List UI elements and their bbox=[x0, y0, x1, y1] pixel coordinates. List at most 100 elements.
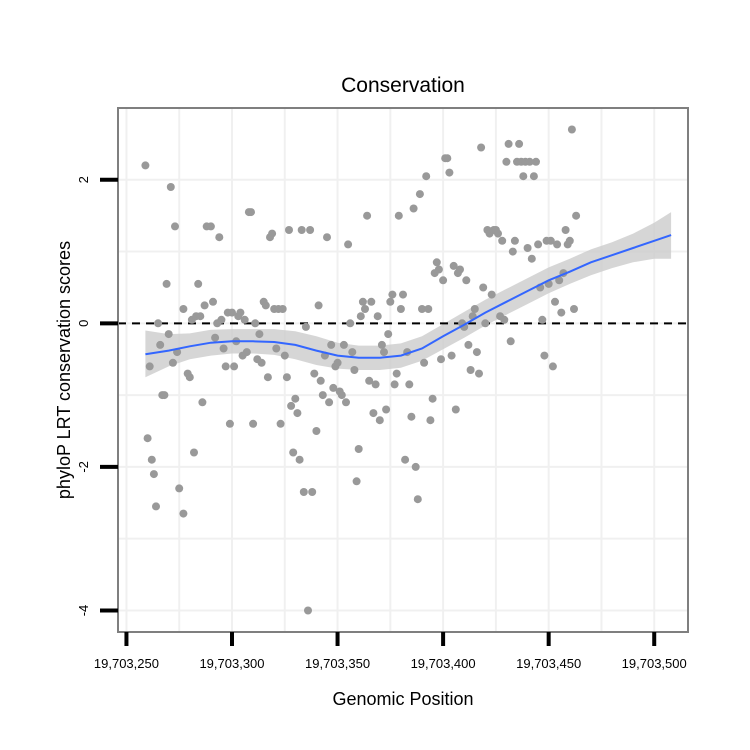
data-point bbox=[361, 305, 369, 313]
data-point bbox=[439, 276, 448, 285]
data-point bbox=[346, 319, 355, 328]
y-tick-label: -2 bbox=[76, 461, 91, 473]
data-point bbox=[519, 172, 528, 181]
data-point bbox=[316, 376, 325, 385]
data-point bbox=[553, 240, 562, 249]
data-point bbox=[527, 254, 536, 263]
data-point bbox=[565, 236, 574, 245]
data-point bbox=[230, 362, 239, 371]
data-point bbox=[466, 366, 475, 374]
data-point bbox=[179, 509, 188, 518]
data-point bbox=[532, 157, 540, 166]
data-point bbox=[209, 297, 217, 306]
data-point bbox=[515, 139, 524, 148]
data-point bbox=[295, 455, 304, 464]
data-point bbox=[291, 394, 300, 403]
data-point bbox=[371, 380, 380, 389]
data-points bbox=[141, 125, 581, 615]
data-point bbox=[472, 348, 481, 357]
data-point bbox=[424, 305, 433, 313]
data-point bbox=[411, 462, 420, 471]
panel-border bbox=[117, 107, 689, 633]
data-point bbox=[447, 351, 456, 360]
data-point bbox=[242, 348, 251, 357]
data-point bbox=[143, 434, 152, 443]
data-point bbox=[523, 244, 532, 252]
confidence-band bbox=[145, 212, 672, 378]
data-point bbox=[358, 297, 367, 306]
y-tick-label: 0 bbox=[76, 320, 91, 327]
data-point bbox=[166, 183, 175, 191]
data-point bbox=[164, 330, 173, 339]
x-axis: 19,703,250 19,703,300 19,703,350 19,703,400… bbox=[94, 632, 687, 671]
data-point bbox=[171, 222, 179, 231]
data-point bbox=[282, 373, 291, 382]
data-point bbox=[481, 319, 490, 328]
data-point bbox=[525, 157, 534, 166]
data-point bbox=[426, 416, 435, 425]
data-point bbox=[502, 157, 511, 166]
data-point bbox=[534, 240, 543, 249]
data-point bbox=[339, 340, 348, 349]
data-point bbox=[306, 226, 315, 234]
data-point bbox=[367, 297, 376, 306]
data-point bbox=[228, 308, 236, 317]
data-point bbox=[219, 344, 228, 353]
data-point bbox=[249, 419, 258, 428]
data-point bbox=[175, 484, 184, 493]
data-point bbox=[418, 305, 426, 313]
data-point bbox=[356, 312, 365, 321]
data-point bbox=[160, 391, 169, 400]
grid-lines bbox=[118, 108, 688, 632]
x-tick-label: 19,703,350 bbox=[305, 656, 370, 671]
data-point bbox=[236, 308, 245, 317]
data-point bbox=[333, 358, 342, 367]
data-point bbox=[225, 419, 234, 428]
data-point bbox=[293, 409, 302, 418]
data-point bbox=[215, 233, 224, 242]
data-point bbox=[297, 226, 306, 234]
data-point bbox=[498, 236, 507, 245]
data-point bbox=[323, 233, 331, 242]
data-point bbox=[263, 373, 272, 382]
data-point bbox=[504, 139, 513, 148]
data-point bbox=[557, 308, 566, 317]
data-point bbox=[432, 258, 441, 267]
data-point bbox=[415, 190, 424, 199]
data-point bbox=[147, 455, 156, 464]
data-point bbox=[373, 312, 382, 321]
data-point bbox=[310, 369, 319, 378]
data-point bbox=[382, 405, 391, 414]
data-point bbox=[529, 172, 538, 181]
data-point bbox=[380, 348, 388, 357]
data-point bbox=[540, 351, 549, 360]
data-point bbox=[329, 383, 338, 392]
y-tick-label: 2 bbox=[76, 176, 91, 183]
plot-background bbox=[118, 108, 688, 632]
data-point bbox=[198, 398, 207, 407]
data-point bbox=[299, 488, 308, 496]
data-point bbox=[428, 394, 437, 403]
data-point bbox=[289, 448, 298, 457]
data-point bbox=[561, 226, 570, 234]
data-point bbox=[538, 315, 547, 324]
x-tick-label: 19,703,300 bbox=[199, 656, 264, 671]
data-point bbox=[399, 290, 407, 299]
data-point bbox=[152, 502, 160, 511]
data-point bbox=[510, 236, 519, 245]
data-point bbox=[257, 358, 266, 367]
data-point bbox=[548, 362, 557, 371]
data-point bbox=[456, 265, 464, 274]
data-point bbox=[388, 290, 397, 299]
data-point bbox=[280, 351, 289, 360]
data-point bbox=[567, 125, 576, 134]
data-point bbox=[194, 279, 203, 288]
data-point bbox=[487, 290, 496, 299]
data-point bbox=[570, 305, 578, 313]
data-point bbox=[179, 305, 188, 313]
data-point bbox=[156, 340, 165, 349]
data-point bbox=[352, 477, 361, 486]
data-point bbox=[384, 330, 393, 339]
data-point bbox=[312, 427, 321, 435]
data-point bbox=[572, 211, 581, 220]
